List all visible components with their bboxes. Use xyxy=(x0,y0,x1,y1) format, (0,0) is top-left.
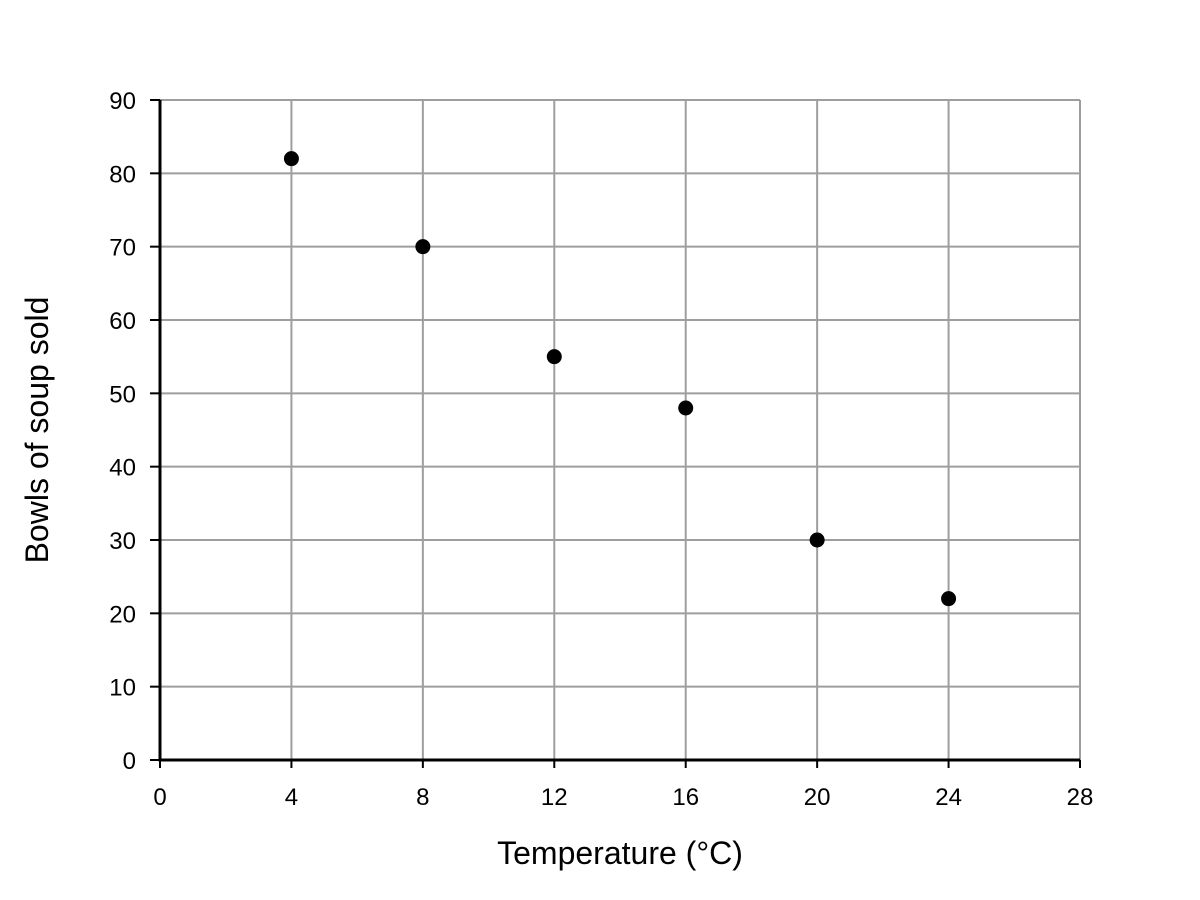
y-tick-label: 50 xyxy=(109,381,136,408)
y-tick-label: 70 xyxy=(109,235,136,262)
data-point xyxy=(546,349,562,365)
y-tick-label: 30 xyxy=(109,528,136,555)
x-tick-label: 24 xyxy=(935,784,962,811)
grid-layer xyxy=(160,99,1081,760)
data-point xyxy=(809,532,825,548)
x-tick-label: 8 xyxy=(416,784,429,811)
y-tick-label: 10 xyxy=(109,675,136,702)
x-axis-title: Temperature (°C) xyxy=(497,835,743,871)
data-points xyxy=(283,151,957,607)
x-tick-label: 0 xyxy=(153,784,166,811)
x-tick-label: 20 xyxy=(804,784,831,811)
x-tick-label: 4 xyxy=(285,784,298,811)
axes-layer xyxy=(150,99,1081,768)
data-point xyxy=(941,591,957,607)
tick-labels: 0 4 8 12 16 20 24 28 0 10 20 30 40 50 60 70 80 90 xyxy=(109,88,1093,811)
data-point xyxy=(678,400,694,416)
x-tick-label: 16 xyxy=(672,784,699,811)
y-tick-label: 60 xyxy=(109,308,136,335)
y-tick-label: 20 xyxy=(109,601,136,628)
x-tick-label: 12 xyxy=(541,784,568,811)
y-tick-label: 0 xyxy=(123,748,136,775)
y-tick-label: 40 xyxy=(109,455,136,482)
y-tick-label: 80 xyxy=(109,161,136,188)
y-tick-label: 90 xyxy=(109,88,136,115)
x-tick-label: 28 xyxy=(1067,784,1094,811)
y-axis-title: Bowls of soup sold xyxy=(19,297,55,564)
data-point xyxy=(415,239,431,255)
data-point xyxy=(283,151,299,167)
